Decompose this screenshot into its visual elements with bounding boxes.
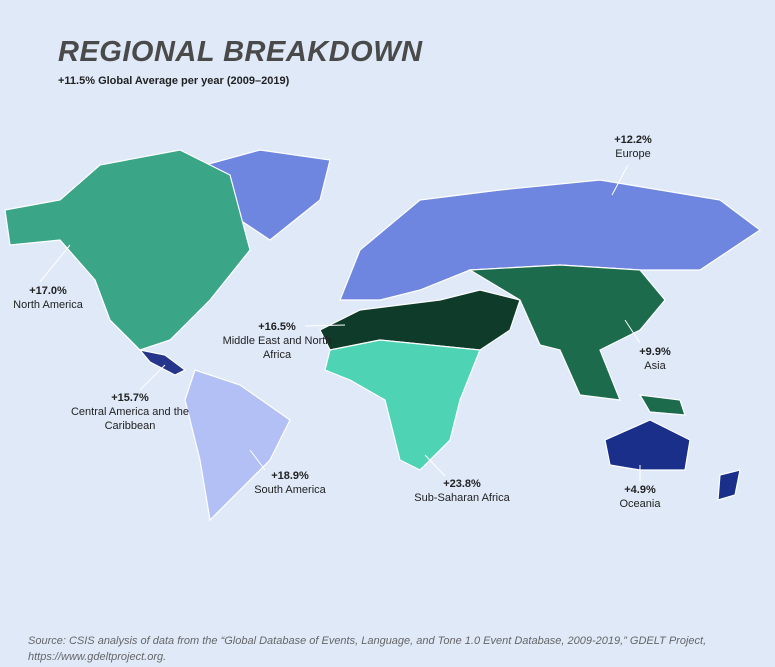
region-name: Oceania <box>619 498 661 510</box>
region-shape <box>339 179 762 301</box>
leader-line <box>611 164 629 196</box>
source-note: Source: CSIS analysis of data from the “… <box>28 635 707 663</box>
region-change: +18.9% <box>271 470 309 482</box>
region-label: +23.8% Sub-Saharan Africa <box>402 477 522 505</box>
title: REGIONAL BREAKDOWN <box>58 36 423 68</box>
region-label: +4.9% Oceania <box>605 483 675 511</box>
region-label: +17.0% North America <box>0 284 96 312</box>
region-change: +4.9% <box>624 484 656 496</box>
region-change: +9.9% <box>639 346 671 358</box>
region-shape <box>184 369 291 522</box>
region-change: +23.8% <box>443 478 481 490</box>
region-shape <box>138 349 187 376</box>
region-shape <box>604 419 691 471</box>
region-label: +15.7% Central America and the Caribbean <box>68 391 192 433</box>
region-shape <box>468 264 666 401</box>
region-change: +12.2% <box>614 134 652 146</box>
region-name: Asia <box>644 360 666 372</box>
leader-line <box>139 364 166 391</box>
region-label: +9.9% Asia <box>625 345 685 373</box>
leader-line <box>624 319 641 344</box>
region-shape <box>324 339 481 471</box>
leader-line <box>304 324 346 327</box>
region-label: +18.9% South America <box>240 469 340 497</box>
leader-line <box>249 449 266 471</box>
region-name: South America <box>254 484 326 496</box>
region-shape <box>717 469 741 501</box>
region-change: +16.5% <box>258 321 296 333</box>
region-change: +17.0% <box>29 285 67 297</box>
region-shape <box>4 149 251 351</box>
subtitle: +11.5% Global Average per year (2009–201… <box>58 75 290 87</box>
region-name: Europe <box>615 148 651 160</box>
region-change: +15.7% <box>111 392 149 404</box>
region-name: Middle East and North Africa <box>222 335 332 361</box>
region-shape <box>638 394 686 416</box>
region-label: +12.2% Europe <box>593 133 673 161</box>
region-name: North America <box>13 299 83 311</box>
region-name: Sub-Saharan Africa <box>414 492 510 504</box>
region-name: Central America and the Caribbean <box>70 406 189 432</box>
region-label: +16.5% Middle East and North Africa <box>222 320 332 362</box>
leader-line <box>424 454 446 477</box>
leader-line <box>39 244 71 283</box>
